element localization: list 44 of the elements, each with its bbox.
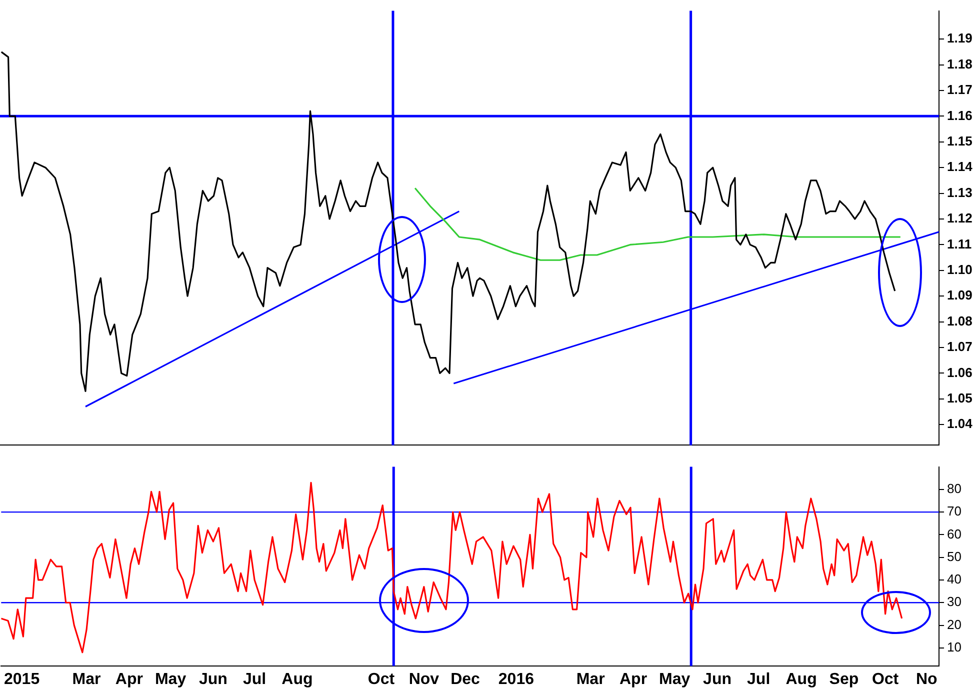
x-tick-label: Mar	[576, 671, 605, 688]
x-tick-label: Jun	[703, 671, 732, 688]
y-tick-label: 1.05	[947, 390, 972, 406]
y-tick-label: 40	[947, 572, 962, 587]
y-tick-label: 1.07	[947, 339, 972, 354]
x-tick-label: Sep	[829, 671, 859, 688]
x-tick-label: Jul	[242, 671, 266, 688]
y-tick-label: 1.15	[947, 133, 972, 148]
x-tick-label: No	[916, 671, 938, 688]
y-tick-label: 80	[947, 481, 962, 496]
x-tick-label: Mar	[72, 671, 101, 688]
x-tick-label: Jun	[199, 671, 228, 688]
y-tick-label: 1.09	[947, 288, 972, 303]
y-tick-label: 1.17	[947, 82, 972, 98]
y-tick-label: 60	[947, 526, 962, 542]
y-tick-label: 1.08	[947, 313, 972, 328]
y-tick-label: 1.04	[947, 416, 974, 432]
y-tick-label: 70	[947, 504, 962, 519]
x-tick-label: Jul	[747, 671, 770, 688]
x-tick-label: Nov	[408, 671, 440, 688]
x-tick-label: Apr	[619, 671, 648, 688]
y-tick-label: 1.13	[947, 184, 972, 200]
x-tick-label: Aug	[282, 671, 313, 688]
y-tick-label: 50	[947, 548, 962, 564]
x-tick-label: Aug	[786, 671, 817, 688]
x-tick-label: May	[154, 671, 186, 688]
y-tick-label: 1.11	[947, 236, 972, 252]
y-tick-label: 10	[947, 639, 962, 654]
y-tick-label: 30	[947, 594, 962, 610]
y-tick-label: 1.10	[947, 262, 972, 277]
y-tick-label: 1.14	[947, 159, 974, 174]
x-tick-label: Oct	[368, 671, 396, 688]
y-tick-label: 20	[947, 616, 962, 632]
x-tick-label: Oct	[872, 671, 900, 688]
y-tick-label: 1.12	[947, 210, 972, 226]
y-tick-label: 1.06	[947, 364, 972, 380]
x-tick-label: May	[659, 671, 690, 688]
x-tick-label: Dec	[450, 671, 480, 688]
x-tick-label: 2015	[4, 671, 40, 688]
x-tick-label: 2016	[498, 671, 534, 688]
y-tick-label: 1.19	[947, 30, 972, 46]
y-tick-label: 1.16	[947, 108, 972, 123]
x-tick-label: Apr	[115, 671, 143, 688]
y-tick-label: 1.18	[947, 56, 972, 72]
